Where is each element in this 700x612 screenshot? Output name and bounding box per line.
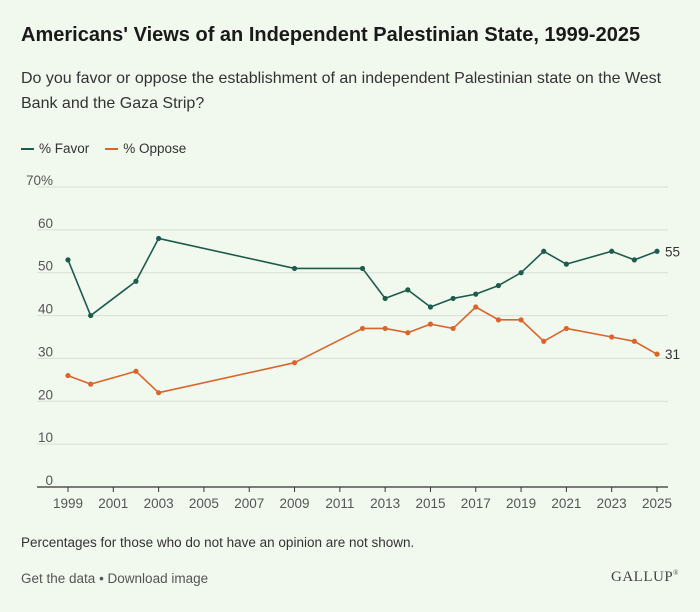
data-point-favor (495, 282, 502, 289)
data-point-favor (405, 287, 411, 293)
x-tick-label: 1999 (53, 496, 83, 511)
gallup-logo-mark: ® (673, 569, 679, 577)
gallup-logo-text: GALLUP (611, 569, 674, 585)
data-point-oppose (427, 321, 434, 327)
data-point-favor (541, 248, 547, 254)
legend: % Favor % Oppose (21, 141, 202, 156)
data-point-favor (427, 304, 434, 310)
y-tick-label: 30 (38, 344, 53, 359)
y-tick-label: 20 (38, 387, 53, 402)
data-point-favor (88, 312, 94, 319)
x-tick-label: 2005 (189, 496, 219, 511)
x-tick-label: 2021 (551, 496, 581, 511)
data-point-oppose (541, 338, 547, 344)
legend-swatch-oppose (105, 147, 119, 150)
data-point-oppose (405, 330, 411, 336)
data-point-favor (654, 248, 660, 254)
legend-label-oppose: % Oppose (123, 141, 187, 156)
x-tick-label: 2015 (415, 496, 445, 511)
y-tick-label: 60 (38, 216, 53, 231)
data-point-oppose (631, 338, 637, 344)
data-point-oppose (654, 351, 660, 357)
x-tick-label: 2003 (144, 496, 174, 511)
footnote: Percentages for those who do not have an… (21, 535, 415, 550)
x-tick-label: 2025 (642, 496, 672, 511)
footer-links: Get the data • Download image (21, 571, 208, 586)
data-point-favor (133, 278, 139, 284)
data-point-oppose (563, 325, 569, 332)
data-point-favor (518, 270, 524, 276)
data-point-oppose (65, 372, 71, 379)
data-point-favor (382, 295, 388, 302)
data-point-favor (473, 291, 479, 297)
x-tick-label: 2011 (325, 496, 354, 511)
data-point-oppose (156, 390, 162, 396)
download-image-link[interactable]: Download image (107, 571, 209, 586)
chart-title: Americans' Views of an Independent Pales… (21, 24, 641, 46)
x-tick-label: 2017 (461, 496, 491, 511)
x-tick-label: 2009 (280, 496, 310, 511)
legend-item-oppose[interactable]: % Oppose (105, 141, 186, 156)
data-point-oppose (359, 325, 366, 332)
chart-subtitle: Do you favor or oppose the establishment… (21, 70, 662, 112)
data-point-oppose (133, 368, 139, 374)
x-tick-label: 2023 (597, 496, 627, 511)
x-tick-label: 2001 (98, 496, 128, 511)
series-line-oppose (67, 306, 658, 394)
x-tick-label: 2019 (506, 496, 536, 511)
end-label-oppose: 31 (665, 347, 680, 362)
get-data-link[interactable]: Get the data (21, 571, 96, 586)
data-point-favor (609, 248, 615, 254)
x-tick-label: 2013 (370, 496, 400, 511)
data-point-oppose (473, 304, 479, 310)
data-point-oppose (518, 317, 524, 323)
data-point-oppose (609, 334, 615, 340)
data-point-favor (631, 257, 637, 263)
legend-label-favor: % Favor (39, 141, 90, 156)
data-point-favor (450, 295, 456, 302)
data-point-favor (65, 257, 71, 263)
y-tick-label: 0 (45, 473, 53, 488)
data-point-oppose (450, 325, 456, 332)
y-tick-label: 10 (38, 430, 53, 445)
data-point-favor (563, 261, 569, 267)
series-line-favor (67, 237, 658, 317)
data-point-oppose (291, 360, 298, 366)
y-tick-label: 70% (26, 173, 53, 188)
y-tick-label: 50 (38, 259, 53, 274)
y-tick-label: 40 (38, 302, 53, 317)
data-point-oppose (495, 317, 502, 323)
data-point-favor (359, 265, 366, 272)
legend-item-favor[interactable]: % Favor (21, 141, 89, 156)
end-label-favor: 55 (665, 244, 680, 259)
legend-swatch-favor (21, 147, 34, 150)
data-point-favor (291, 265, 298, 272)
footer-separator: • (95, 571, 108, 586)
data-point-oppose (382, 325, 388, 332)
data-point-oppose (88, 381, 94, 387)
data-point-favor (156, 235, 162, 242)
gallup-logo: GALLUP® (611, 569, 679, 586)
x-tick-label: 2007 (234, 496, 264, 511)
